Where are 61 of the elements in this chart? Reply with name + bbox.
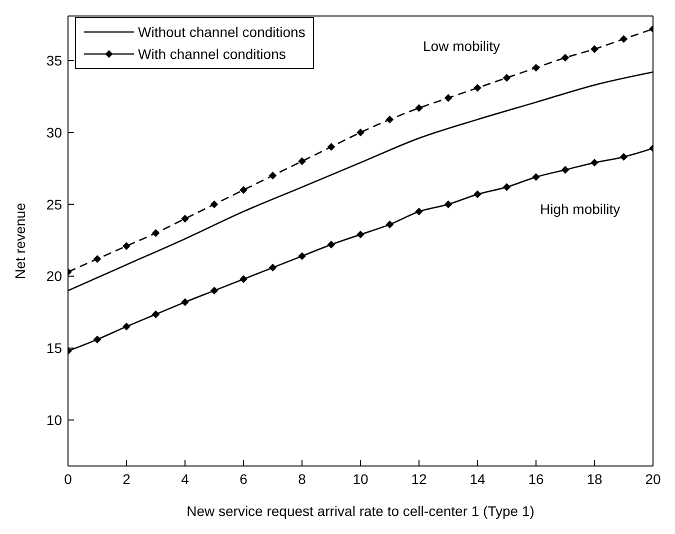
x-tick-label: 2 (122, 470, 131, 487)
x-tick-label: 16 (528, 470, 544, 487)
x-tick-label: 4 (181, 470, 190, 487)
y-tick-label: 20 (46, 268, 62, 284)
x-axis-title: New service request arrival rate to cell-center 1 (Type 1) (186, 503, 534, 519)
point (210, 286, 218, 294)
point (269, 264, 276, 272)
x-tick-label: 6 (240, 470, 248, 487)
point (122, 322, 130, 330)
annotation: High mobility (540, 201, 620, 217)
point (474, 190, 482, 198)
point (590, 45, 598, 53)
point (94, 255, 101, 263)
point (152, 229, 160, 237)
legend-label: Without channel conditions (138, 24, 306, 40)
x-tick-label: 14 (470, 470, 486, 487)
x-tick-label: 12 (411, 470, 427, 487)
point (210, 200, 218, 208)
x-tick-label: 8 (298, 470, 306, 487)
point (562, 166, 569, 174)
point (298, 158, 306, 165)
x-tick-label: 20 (645, 470, 661, 487)
y-tick-label: 25 (46, 196, 62, 212)
point (415, 104, 423, 112)
point (444, 200, 452, 208)
point (503, 183, 510, 191)
point (240, 186, 248, 194)
point (620, 35, 628, 43)
point (94, 336, 101, 344)
point (532, 64, 540, 72)
y-tick-label: 30 (46, 124, 62, 140)
point (328, 143, 335, 151)
point (590, 158, 598, 166)
x-tick-label: 10 (352, 470, 368, 487)
x-tick-label: 0 (64, 470, 72, 487)
point (444, 94, 452, 102)
point (152, 310, 160, 318)
point (562, 54, 569, 62)
point (181, 298, 189, 306)
point (356, 128, 364, 136)
point (122, 242, 130, 250)
y-tick-label: 35 (46, 52, 62, 69)
legend-label: With channel conditions (138, 46, 286, 62)
point (298, 252, 306, 260)
point (415, 208, 423, 216)
annotation: Low mobility (423, 38, 500, 54)
point (181, 215, 189, 222)
point (356, 230, 364, 238)
x-tick-label: 18 (586, 470, 602, 487)
point (240, 275, 248, 283)
point (532, 173, 540, 181)
y-tick-label: 10 (46, 412, 62, 428)
y-tick-label: 15 (46, 340, 62, 356)
point (503, 74, 510, 82)
y-axis-title: Net revenue (12, 202, 28, 280)
point (386, 220, 394, 228)
point (328, 240, 335, 248)
point (620, 153, 628, 161)
point (269, 172, 276, 180)
point (386, 116, 394, 124)
point (474, 84, 482, 92)
